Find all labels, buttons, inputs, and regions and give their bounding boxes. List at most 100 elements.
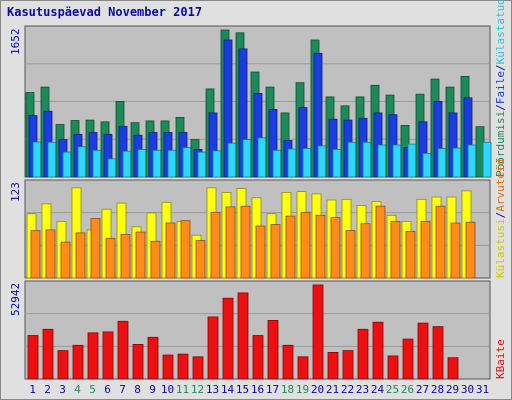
bar-sites-day-23 [360,223,371,279]
bar-pages-day-11 [182,147,192,178]
x-tick-label-day-18: 18 [281,383,294,396]
bar-pages-day-22 [347,141,357,178]
bar-kbytes-day-11 [177,353,189,380]
bar-pages-day-10 [167,149,177,178]
bar-kbytes-day-26 [402,338,414,380]
bar-sites-day-30 [465,221,476,279]
x-tick-label-day-23: 23 [356,383,369,396]
x-tick-label-day-14: 14 [221,383,235,396]
bar-sites-day-22 [345,230,356,279]
bar-pages-day-8 [137,148,147,178]
bar-kbytes-day-22 [342,350,354,380]
x-tick-label-day-21: 21 [326,383,339,396]
x-tick-label-day-17: 17 [266,383,279,396]
bar-sites-day-25 [390,220,401,279]
bar-kbytes-day-6 [102,331,114,380]
bar-pages-day-6 [107,158,117,178]
bar-pages-day-2 [47,141,57,178]
bar-pages-day-3 [62,151,72,178]
bar-sites-day-28 [435,205,446,279]
bar-sites-day-24 [375,205,386,279]
bar-sites-day-27 [420,220,431,279]
bar-sites-day-14 [225,206,236,279]
bar-sites-day-18 [285,215,296,279]
bar-kbytes-day-21 [327,351,339,380]
x-tick-label-day-25: 25 [386,383,399,396]
bar-sites-day-4 [75,232,86,279]
x-tick-label-day-22: 22 [341,383,354,396]
bar-pages-day-25 [392,144,402,178]
bar-kbytes-day-1 [27,335,39,380]
bar-kbytes-day-12 [192,356,204,380]
bar-sites-day-17 [270,224,281,279]
bar-kbytes-day-19 [297,356,309,380]
bar-kbytes-day-7 [117,320,129,380]
bar-kbytes-day-2 [42,328,54,380]
x-tick-label-day-16: 16 [251,383,264,396]
x-tick-label-day-1: 1 [29,383,36,396]
bar-sites-day-1 [30,230,41,279]
bar-sites-day-21 [330,217,341,279]
bar-sites-day-11 [180,220,191,279]
bar-pages-day-15 [242,139,252,178]
bar-pages-day-7 [122,150,132,178]
x-tick-label-day-12: 12 [191,383,204,396]
bar-kbytes-day-23 [357,328,369,380]
bar-sites-day-10 [165,222,176,279]
bar-kbytes-day-16 [252,335,264,380]
bar-kbytes-day-24 [372,321,384,380]
bar-pages-day-23 [362,141,372,178]
bar-pages-day-19 [302,148,312,178]
x-tick-label-day-30: 30 [461,383,474,396]
bar-kbytes-day-14 [222,297,234,380]
bar-sites-day-6 [105,237,116,279]
x-tick-label-day-31: 31 [476,383,489,396]
bar-kbytes-day-27 [417,322,429,380]
bar-kbytes-day-3 [57,350,69,380]
bar-pages-day-27 [422,152,432,178]
bar-kbytes-day-5 [87,332,99,380]
x-tick-label-day-4: 4 [74,383,81,396]
bar-pages-day-18 [287,148,297,178]
x-tick-label-day-19: 19 [296,383,309,396]
bar-pages-day-9 [152,149,162,178]
x-tick-label-day-6: 6 [104,383,111,396]
bar-sites-day-9 [150,240,161,279]
bar-kbytes-day-29 [447,357,459,380]
bar-pages-day-21 [332,148,342,178]
x-tick-label-day-15: 15 [236,383,249,396]
bar-pages-day-28 [437,148,447,178]
x-tick-label-day-24: 24 [371,383,385,396]
bar-sites-day-8 [135,231,146,279]
bar-sites-day-26 [405,230,416,279]
bar-kbytes-day-20 [312,284,324,380]
bar-pages-day-13 [212,150,222,178]
x-tick-label-day-7: 7 [119,383,126,396]
bar-pages-day-29 [452,147,462,178]
bar-sites-day-3 [60,241,71,279]
bar-sites-day-5 [90,217,101,279]
x-tick-label-day-20: 20 [311,383,324,396]
bar-kbytes-day-4 [72,344,84,380]
bar-sites-day-2 [45,229,56,279]
bar-kbytes-day-18 [282,344,294,380]
bar-pages-day-24 [377,144,387,178]
bar-pages-day-26 [407,143,417,178]
bar-pages-day-14 [227,142,237,178]
bar-pages-day-17 [272,149,282,178]
bar-kbytes-day-9 [147,336,159,380]
bar-kbytes-day-8 [132,343,144,380]
x-tick-label-day-5: 5 [89,383,96,396]
bar-kbytes-day-10 [162,354,174,380]
x-tick-label-day-10: 10 [161,383,174,396]
bar-pages-day-31 [482,141,492,178]
bar-pages-day-1 [32,141,42,178]
bar-kbytes-day-17 [267,319,279,380]
bar-sites-day-7 [120,233,131,279]
bar-sites-day-19 [300,211,311,279]
x-tick-label-day-8: 8 [134,383,141,396]
bar-sites-day-15 [240,205,251,279]
chart-title: Kasutuspäevad November 2017 [7,5,203,19]
x-tick-label-day-26: 26 [401,383,414,396]
